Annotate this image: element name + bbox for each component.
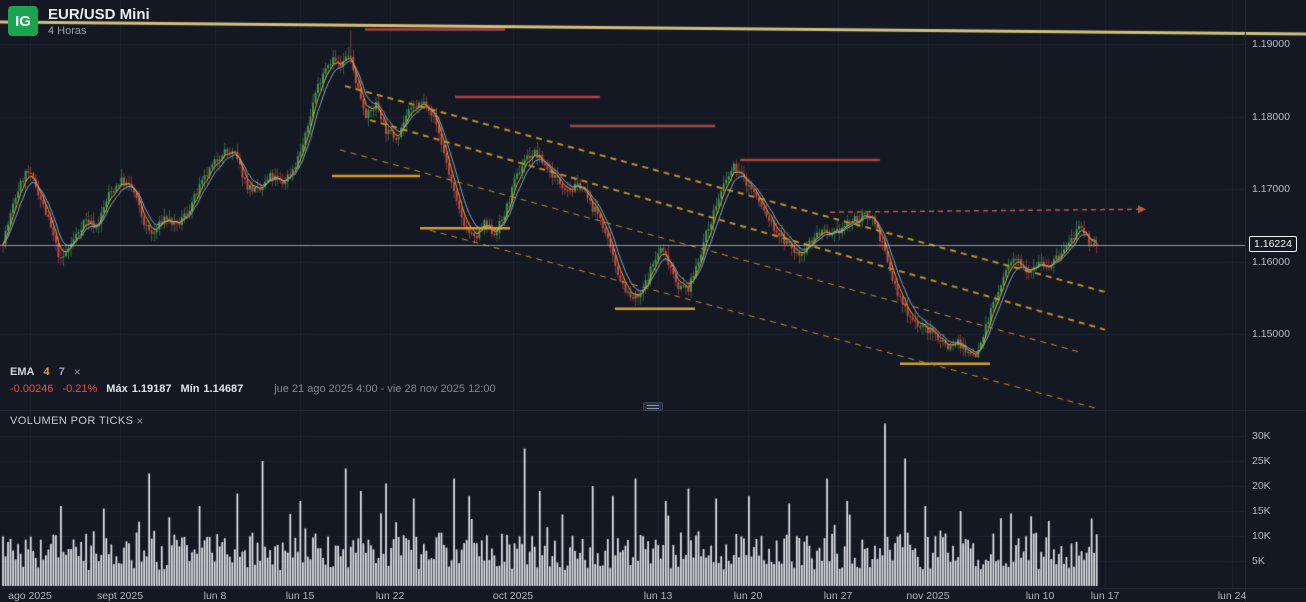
handle-grip-line bbox=[647, 407, 659, 409]
pane-resize-handle[interactable] bbox=[643, 402, 663, 411]
x-axis-label: lun 17 bbox=[1090, 590, 1120, 602]
ema-change-value: -0.00246 bbox=[10, 383, 54, 395]
volume-axis-label: 15K bbox=[1252, 505, 1271, 517]
x-axis-label: lun 15 bbox=[285, 590, 315, 602]
volume-axis-label: 5K bbox=[1252, 555, 1265, 567]
max-label: Máx bbox=[106, 383, 128, 395]
max-value: 1.19187 bbox=[131, 383, 172, 395]
x-axis-label: lun 27 bbox=[823, 590, 853, 602]
ema-values-row: -0.00246 -0.21% Máx 1.19187 Mín 1.14687 … bbox=[10, 383, 496, 395]
volume-axis-label: 20K bbox=[1252, 480, 1271, 492]
price-axis-label: 1.16000 bbox=[1252, 255, 1290, 268]
ema-legend-row: EMA 4 7 × bbox=[10, 364, 496, 379]
volume-pane-header: VOLUMEN POR TICKS × bbox=[10, 413, 144, 428]
x-axis-label: sept 2025 bbox=[96, 590, 144, 602]
volume-axis-label: 30K bbox=[1252, 430, 1271, 442]
instrument-title: EUR/USD Mini bbox=[48, 6, 150, 23]
x-axis-label: lun 20 bbox=[733, 590, 763, 602]
ema-change-percent: -0.21% bbox=[62, 383, 98, 395]
timeframe-label: 4 Horas bbox=[48, 25, 87, 37]
instrument-header: IG EUR/USD Mini 4 Horas bbox=[8, 6, 150, 38]
x-axis-label: lun 8 bbox=[203, 590, 227, 602]
x-axis-label: nov 2025 bbox=[906, 590, 950, 602]
ema-close-icon[interactable]: × bbox=[73, 364, 81, 379]
volume-axis-label: 25K bbox=[1252, 455, 1271, 467]
handle-grip-line bbox=[647, 404, 659, 406]
volume-axis-label: 10K bbox=[1252, 530, 1271, 542]
x-axis-label: lun 13 bbox=[643, 590, 673, 602]
x-axis-label: lun 22 bbox=[375, 590, 405, 602]
volume-close-icon[interactable]: × bbox=[136, 413, 144, 428]
x-axis-label: oct 2025 bbox=[492, 590, 534, 602]
session-min: Mín 1.14687 bbox=[180, 383, 243, 395]
current-price-badge: 1.16224 bbox=[1249, 236, 1297, 253]
session-max: Máx 1.19187 bbox=[106, 383, 171, 395]
price-axis-label: 1.19000 bbox=[1252, 38, 1290, 50]
x-axis-label: ago 2025 bbox=[8, 590, 52, 602]
ema-name: EMA bbox=[10, 366, 35, 378]
ema-param-fast: 4 bbox=[43, 366, 50, 378]
ig-logo-text: IG bbox=[15, 12, 31, 30]
visible-date-range: jue 21 ago 2025 4:00 - vie 28 nov 2025 1… bbox=[274, 383, 496, 395]
ig-logo: IG bbox=[8, 6, 38, 36]
min-value: 1.14687 bbox=[203, 383, 244, 395]
instrument-titles: EUR/USD Mini 4 Horas bbox=[48, 6, 150, 38]
price-axis-label: 1.17000 bbox=[1252, 183, 1290, 195]
min-label: Mín bbox=[180, 383, 200, 395]
ema-param-slow: 7 bbox=[58, 366, 65, 378]
ema-indicator-legend: EMA 4 7 × -0.00246 -0.21% Máx 1.19187 Mí… bbox=[10, 366, 496, 400]
x-axis-label: lun 10 bbox=[1025, 590, 1055, 602]
x-axis-label: lun 24 bbox=[1217, 590, 1247, 602]
volume-pane-title: VOLUMEN POR TICKS bbox=[10, 415, 134, 427]
price-axis-label: 1.15000 bbox=[1252, 328, 1290, 340]
price-axis-label: 1.18000 bbox=[1252, 110, 1290, 123]
